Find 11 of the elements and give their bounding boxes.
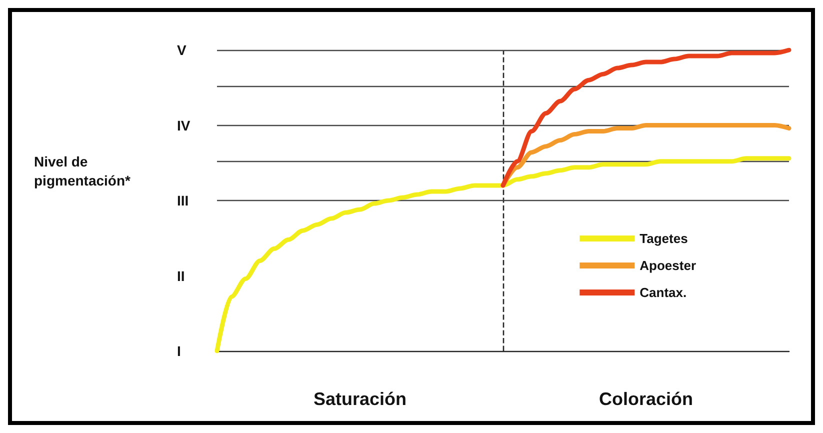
text: III — [177, 192, 189, 208]
text: V — [177, 42, 187, 58]
legend-label: Cantax. — [640, 285, 687, 300]
legend-label: Apoester — [640, 258, 696, 273]
text: Nivel de pigmentación* — [34, 154, 132, 188]
text: Coloración — [598, 389, 694, 409]
legend-label: Tagetes — [640, 231, 688, 246]
text: Saturación — [313, 389, 407, 409]
text: II — [177, 268, 185, 284]
text: I — [177, 343, 181, 359]
text: IV — [177, 117, 191, 134]
